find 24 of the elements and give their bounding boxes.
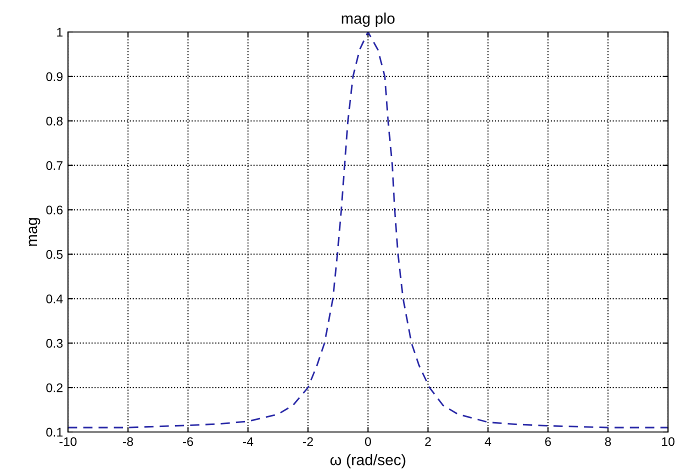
y-tick-label: 0.4: [46, 294, 63, 304]
x-tick-label: 8: [605, 437, 611, 446]
y-tick-label: 0.3: [46, 338, 63, 348]
x-tick-label: 4: [484, 437, 492, 446]
y-axis-title: mag: [28, 218, 40, 246]
x-tick-label: -4: [243, 437, 254, 446]
x-tick-label: -10: [60, 437, 77, 446]
y-tick-label: 0.6: [46, 206, 63, 214]
y-tick-label: 1: [57, 28, 63, 37]
x-tick-label: 2: [425, 437, 431, 446]
x-tick-label: 6: [545, 437, 551, 446]
y-tick-label: 0.9: [46, 72, 63, 82]
chart-title: mag plo: [342, 12, 395, 27]
y-tick-label: 0.1: [46, 428, 63, 437]
x-axis-title: ω (rad/sec): [330, 454, 406, 468]
y-tick-label: 0.8: [46, 116, 63, 126]
y-tick-label: 0.7: [46, 161, 63, 170]
x-tick-label: -6: [183, 437, 194, 446]
x-tick-label: -8: [123, 437, 134, 446]
y-tick-label: 0.2: [46, 383, 63, 392]
y-tick-label: 0.5: [46, 250, 63, 259]
x-tick-label: 0: [365, 437, 371, 446]
x-tick-label: 10: [662, 437, 674, 446]
x-tick-label: -2: [303, 437, 313, 446]
